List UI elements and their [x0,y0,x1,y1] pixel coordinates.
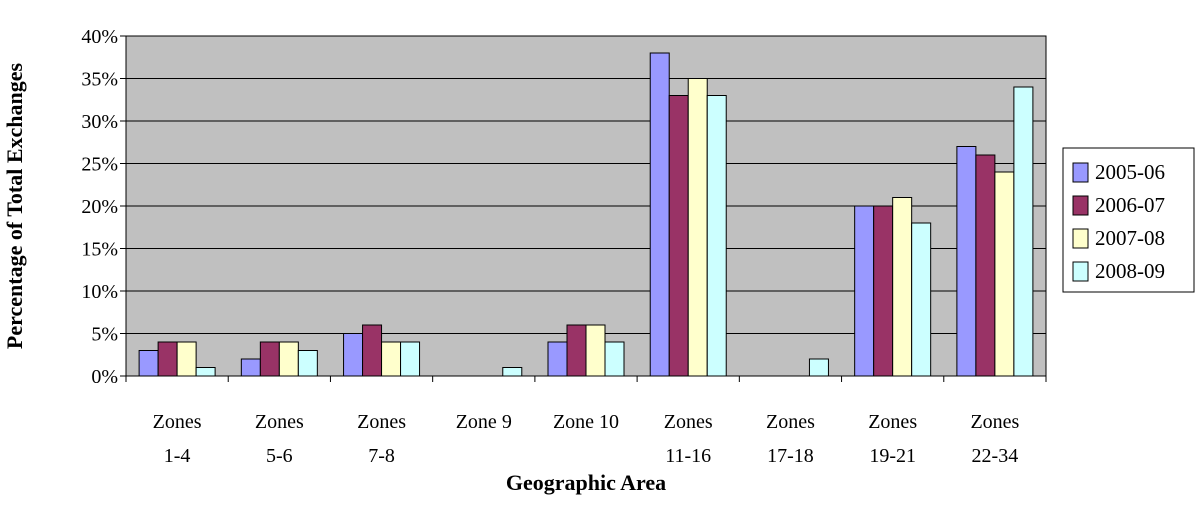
legend-label: 2005-06 [1095,160,1165,184]
bar-2007-08-8 [994,171,1015,377]
bar-2005-06-4 [547,341,568,377]
x-tick-label: Zones [970,411,1019,433]
x-tick-label: Zones [766,411,815,433]
x-tick-label: Zones [357,411,406,433]
x-tick-label: Zones [153,411,202,433]
bar-2005-06-2 [343,333,364,377]
x-tick-label: 11-16 [665,445,711,467]
x-tick-label: Zones [255,411,304,433]
bar-2007-08-1 [278,341,299,377]
bar-2007-08-7 [892,197,913,377]
bar-2005-06-8 [956,146,977,377]
bar-2008-09-3 [502,367,523,377]
legend-label: 2008-09 [1095,259,1165,283]
x-tick-label: Zone 9 [456,411,512,433]
bar-2008-09-5 [706,95,727,377]
x-tick-label: 7-8 [368,445,395,467]
bar-2005-06-7 [854,205,875,377]
y-axis: 0% 5% 10% 15% 20% 25% 30% 35% 40% [81,26,126,388]
y-tick-label: 35% [81,69,118,91]
legend-swatch-2005-06 [1072,162,1089,183]
y-tick-label: 10% [81,281,118,303]
x-tick-label: 17-18 [767,445,814,467]
x-tick-label: Zones [664,411,713,433]
x-tick-label: Zone 10 [553,411,619,433]
legend-swatch-2008-09 [1072,261,1089,282]
legend-label: 2007-08 [1095,226,1165,250]
bar-2006-07-4 [566,324,587,377]
bar-2007-08-2 [381,341,402,377]
bar-2008-09-0 [195,367,216,377]
bar-2007-08-4 [585,324,606,377]
x-tick-label: 1-4 [164,445,191,467]
x-axis: Zones 1-4 Zones 5-6 Zones 7-8 Zone 9 Zone 10 Zon… [125,376,1047,467]
bar-2006-07-1 [259,341,280,377]
y-tick-label: 25% [81,154,118,176]
bar-2007-08-5 [687,78,708,377]
bar-2007-08-0 [176,341,197,377]
bar-2008-09-2 [400,341,421,377]
bar-2006-07-7 [873,205,894,377]
legend-swatch-2007-08 [1072,228,1089,249]
legend-label: 2006-07 [1095,193,1165,217]
bar-2006-07-8 [975,154,996,377]
bar-2008-09-1 [297,350,318,377]
y-tick-label: 5% [91,324,118,346]
y-tick-label: 30% [81,111,118,133]
bar-2006-07-2 [362,324,383,377]
bar-2005-06-1 [240,358,261,377]
bar-2005-06-5 [649,52,670,377]
y-tick-label: 15% [81,239,118,261]
legend-swatch-2006-07 [1072,195,1089,216]
x-tick-label: Zones [868,411,917,433]
bar-2005-06-0 [138,350,159,377]
y-tick-label: 20% [81,196,118,218]
bar-2008-09-8 [1013,86,1034,377]
legend: 2005-06 2006-07 2007-08 2008-09 [1062,147,1195,293]
bar-2008-09-6 [808,358,829,377]
bars [138,52,1034,377]
bar-2006-07-0 [157,341,178,377]
x-axis-title: Geographic Area [506,470,666,495]
bar-2008-09-4 [604,341,625,377]
bar-2006-07-5 [668,95,689,377]
bar-2008-09-7 [911,222,932,377]
y-axis-title: Percentage of Total Exchanges [2,62,27,349]
y-tick-label: 40% [81,26,118,48]
x-tick-label: 22-34 [972,445,1019,467]
x-tick-label: 19-21 [869,445,916,467]
y-tick-label: 0% [91,366,118,388]
x-tick-label: 5-6 [266,445,293,467]
